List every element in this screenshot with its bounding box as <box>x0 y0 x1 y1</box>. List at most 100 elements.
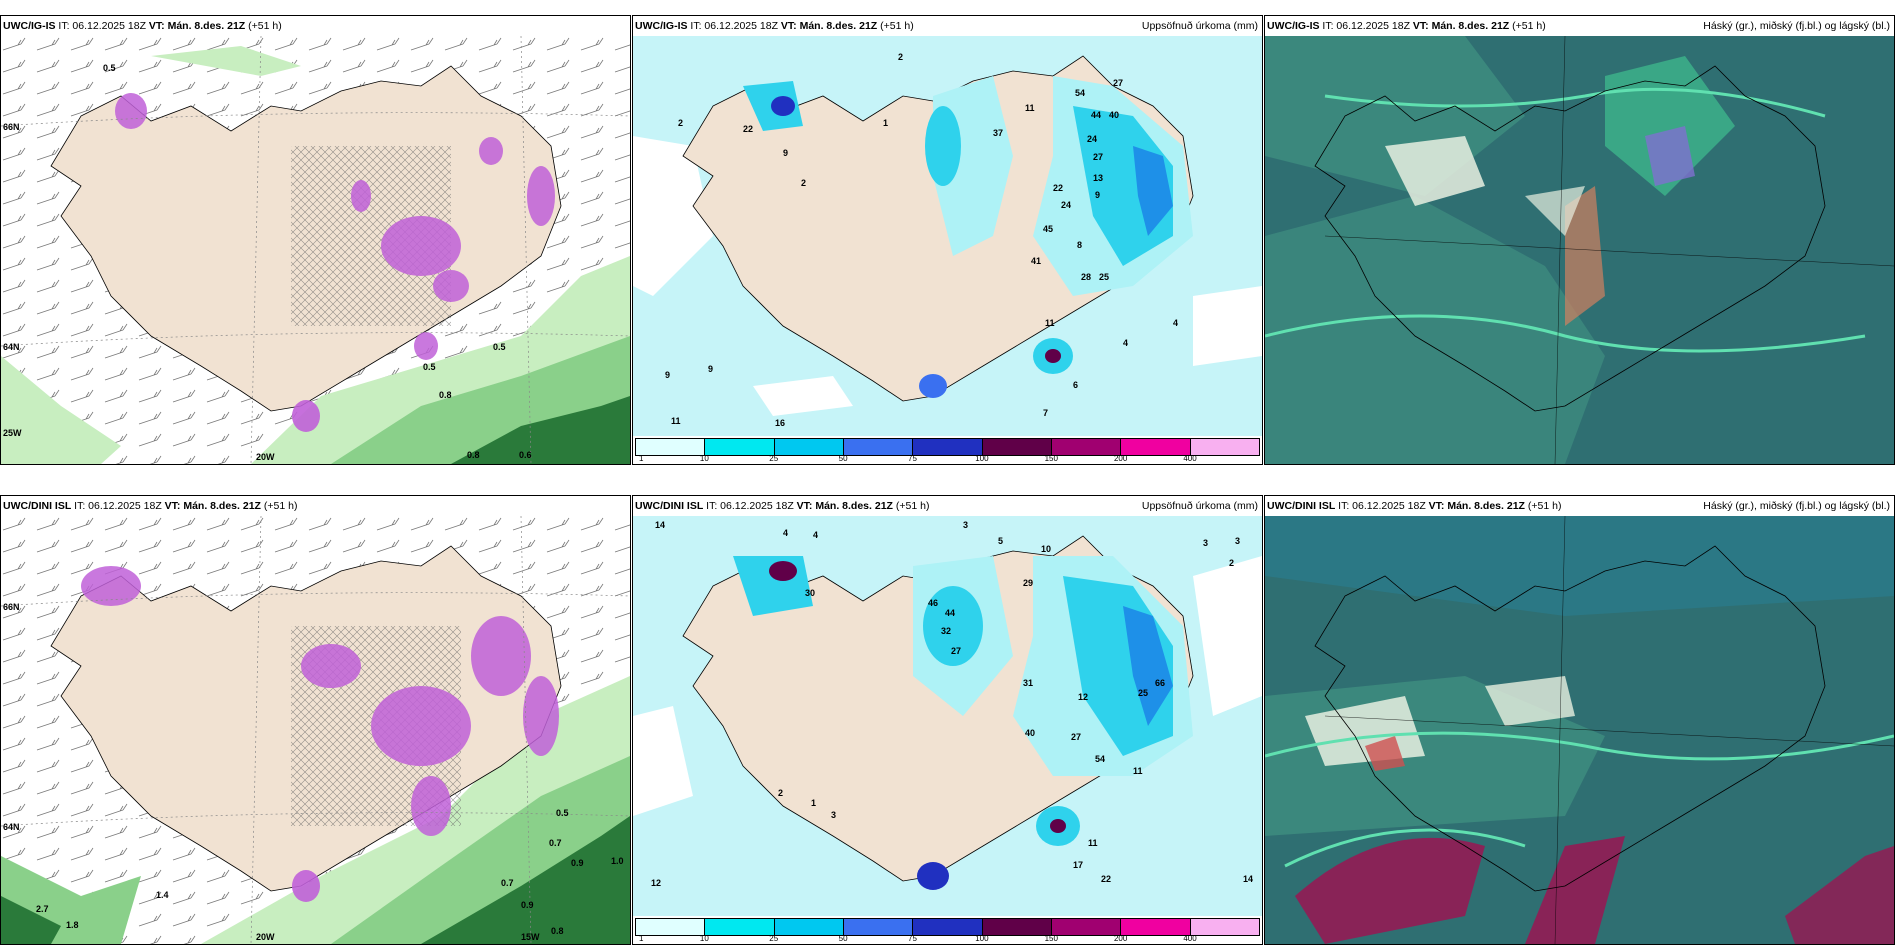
panel-right-title: Háský (gr.), miðský (fj.bl.) og lágský (… <box>1703 20 1890 32</box>
value-label: 11 <box>1133 766 1143 776</box>
value-label: 0.9 <box>521 900 534 910</box>
value-label: 25 <box>1138 688 1148 698</box>
colorbar-label: 100 <box>975 454 989 463</box>
value-label: 0.7 <box>549 838 562 848</box>
colorbar-swatch <box>774 439 844 455</box>
lat-label: 66N <box>3 122 20 132</box>
value-label: 1.4 <box>156 890 169 900</box>
value-label: 17 <box>1073 860 1083 870</box>
lon-label: 20W <box>256 932 275 942</box>
colorbar-label: 200 <box>1113 934 1128 943</box>
value-label: 0.8 <box>439 390 452 400</box>
value-label: 45 <box>1043 224 1053 234</box>
value-label: 54 <box>1075 88 1085 98</box>
map-area[interactable]: 2 2 22 9 1 2 37 11 54 27 44 40 24 27 13 … <box>633 36 1262 436</box>
value-label: 44 <box>1091 110 1101 120</box>
value-label: 11 <box>1025 103 1035 113</box>
map-area[interactable] <box>1265 516 1894 944</box>
value-label: 2 <box>778 788 783 798</box>
value-label: 8 <box>1077 240 1082 250</box>
value-label: 46 <box>928 598 938 608</box>
value-label: 9 <box>1095 190 1100 200</box>
value-label: 11 <box>1088 838 1098 848</box>
value-label: 1.8 <box>66 920 79 930</box>
value-label: 5 <box>998 536 1003 546</box>
value-label: 24 <box>1061 200 1071 210</box>
value-label: 0.6 <box>519 450 532 460</box>
value-label: 12 <box>651 878 661 888</box>
colorbar-swatch <box>982 919 1052 935</box>
value-label: 6 <box>1073 380 1078 390</box>
value-label: 3 <box>1235 536 1240 546</box>
value-label: 3 <box>963 520 968 530</box>
map-area[interactable]: 14 4 4 3 5 10 3 3 2 30 29 46 44 32 27 31… <box>633 516 1262 916</box>
colorbar-swatches <box>635 918 1260 936</box>
colorbar: 1 10 25 50 75 100 150 200 400 <box>633 916 1262 944</box>
panel-title: UWC/DINI ISL IT: 06.12.2025 18Z VT: Mán.… <box>1265 496 1894 516</box>
value-label: 0.8 <box>467 450 480 460</box>
value-label: 22 <box>743 124 753 134</box>
colorbar-label: 50 <box>838 454 848 463</box>
value-label: 2 <box>1229 558 1234 568</box>
value-label: 25 <box>1099 272 1109 282</box>
colorbar-label: 75 <box>908 934 917 943</box>
value-label: 29 <box>1023 578 1033 588</box>
value-label: 1 <box>811 798 816 808</box>
colorbar-label: 75 <box>908 454 917 463</box>
panel-right-title: Uppsöfnuð úrkoma (mm) <box>1141 20 1258 32</box>
colorbar-label: 10 <box>699 454 709 463</box>
value-label: 66 <box>1155 678 1165 688</box>
value-label: 30 <box>805 588 815 598</box>
colorbar-swatch <box>1190 439 1259 455</box>
colorbar-label: 150 <box>1044 934 1058 943</box>
colorbar-swatch <box>913 919 983 935</box>
value-label: 14 <box>655 520 665 530</box>
panel-dini-precip: UWC/DINI ISL IT: 06.12.2025 18Z VT: Mán.… <box>632 495 1263 945</box>
colorbar-label: 200 <box>1113 454 1128 463</box>
value-label: 0.8 <box>551 926 564 936</box>
value-label: 4 <box>1123 338 1128 348</box>
value-label: 1 <box>883 118 888 128</box>
colorbar-swatch <box>1121 439 1191 455</box>
colorbar-label: 400 <box>1183 934 1197 943</box>
value-label: 24 <box>1087 134 1097 144</box>
panel-title: UWC/IG-IS IT: 06.12.2025 18Z VT: Mán. 8.… <box>633 16 1262 36</box>
value-label: 4 <box>1173 318 1178 328</box>
map-area[interactable]: 66N 64N 20W 15W 0.5 0.7 0.9 1.0 0.7 0.9 … <box>1 516 630 944</box>
value-label: 7 <box>1043 408 1048 418</box>
colorbar-swatch <box>1051 439 1122 455</box>
panel-title: UWC/DINI ISL IT: 06.12.2025 18Z VT: Mán.… <box>1 496 630 516</box>
value-label: 0.5 <box>103 63 116 73</box>
value-label: 27 <box>1093 152 1103 162</box>
lat-label: 66N <box>3 602 20 612</box>
value-label: 3 <box>831 810 836 820</box>
value-label: 0.5 <box>423 362 436 372</box>
lon-label: 15W <box>521 932 540 942</box>
lat-label: 64N <box>3 822 20 832</box>
value-label: 2 <box>678 118 683 128</box>
value-label: 27 <box>1113 78 1123 88</box>
value-label: 2.7 <box>36 904 49 914</box>
panel-title: UWC/DINI ISL IT: 06.12.2025 18Z VT: Mán.… <box>633 496 1262 516</box>
colorbar-swatch <box>1121 919 1191 935</box>
value-label: 0.7 <box>501 878 514 888</box>
value-label: 3 <box>1203 538 1208 548</box>
panel-ig-is-clouds: UWC/IG-IS IT: 06.12.2025 18Z VT: Mán. 8.… <box>1264 15 1895 465</box>
value-label: 40 <box>1025 728 1035 738</box>
value-label: 44 <box>945 608 955 618</box>
colorbar-label: 50 <box>838 934 848 943</box>
value-label: 0.5 <box>493 342 506 352</box>
map-area[interactable]: 66N 64N 25W 20W 0.5 0.5 0.5 0.8 0.8 0.6 <box>1 36 630 464</box>
value-label: 2 <box>801 178 806 188</box>
colorbar-labels: 1 10 25 50 75 100 150 200 400 <box>635 934 1260 944</box>
colorbar-swatch <box>843 919 914 935</box>
lon-label: 25W <box>3 428 22 438</box>
colorbar-swatch <box>913 439 983 455</box>
value-label: 41 <box>1031 256 1041 266</box>
value-label: 11 <box>1045 318 1055 328</box>
panel-dini-snow: UWC/DINI ISL IT: 06.12.2025 18Z VT: Mán.… <box>0 495 631 945</box>
map-area[interactable] <box>1265 36 1894 464</box>
value-label: 14 <box>1243 874 1253 884</box>
value-label: 40 <box>1109 110 1119 120</box>
colorbar-label: 25 <box>769 454 779 463</box>
